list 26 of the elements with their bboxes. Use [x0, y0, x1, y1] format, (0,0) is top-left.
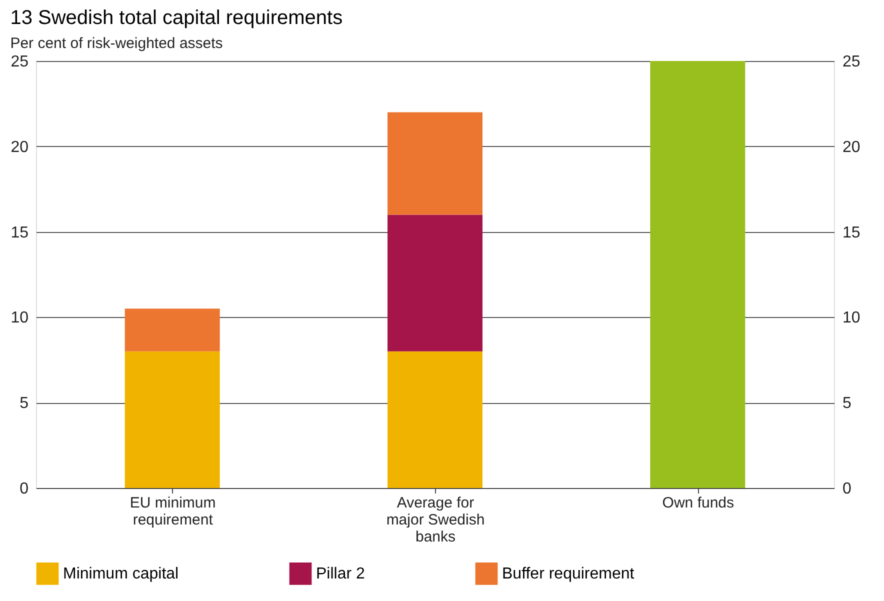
y-tick-label: 0 — [20, 480, 29, 498]
bar — [650, 61, 746, 488]
x-tick-label: EU minimum requirement — [130, 494, 216, 528]
y2-tick-label: 25 — [842, 54, 860, 70]
y2-tick-label: 20 — [842, 138, 860, 156]
y-tick-label: 20 — [10, 138, 29, 156]
x-tick-label: Own funds — [662, 494, 734, 512]
y-axis-title: Per cent of risk-weighted assets — [10, 35, 223, 52]
y-tick-label: 10 — [10, 310, 29, 327]
bar — [388, 112, 482, 215]
x-tick-label: Average for major Swedish banks — [386, 494, 485, 546]
bar — [388, 351, 482, 488]
y2-tick-label: 15 — [842, 224, 860, 242]
y2-tick-label: 5 — [842, 395, 852, 412]
y-tick-label: 25 — [10, 54, 29, 70]
bar — [124, 308, 220, 352]
y2-tick-label: 10 — [842, 310, 860, 327]
legend-label: Buffer requirement — [502, 566, 635, 583]
bar — [124, 351, 220, 488]
y-tick-label: 5 — [20, 395, 29, 412]
legend-label: Pillar 2 — [316, 566, 366, 583]
chart-title: 13 Swedish total capital requirements — [10, 7, 343, 29]
legend-label: Minimum capital — [63, 566, 179, 583]
bar — [388, 214, 482, 352]
y2-tick-label: 0 — [842, 480, 852, 498]
y-tick-label: 15 — [10, 224, 29, 242]
